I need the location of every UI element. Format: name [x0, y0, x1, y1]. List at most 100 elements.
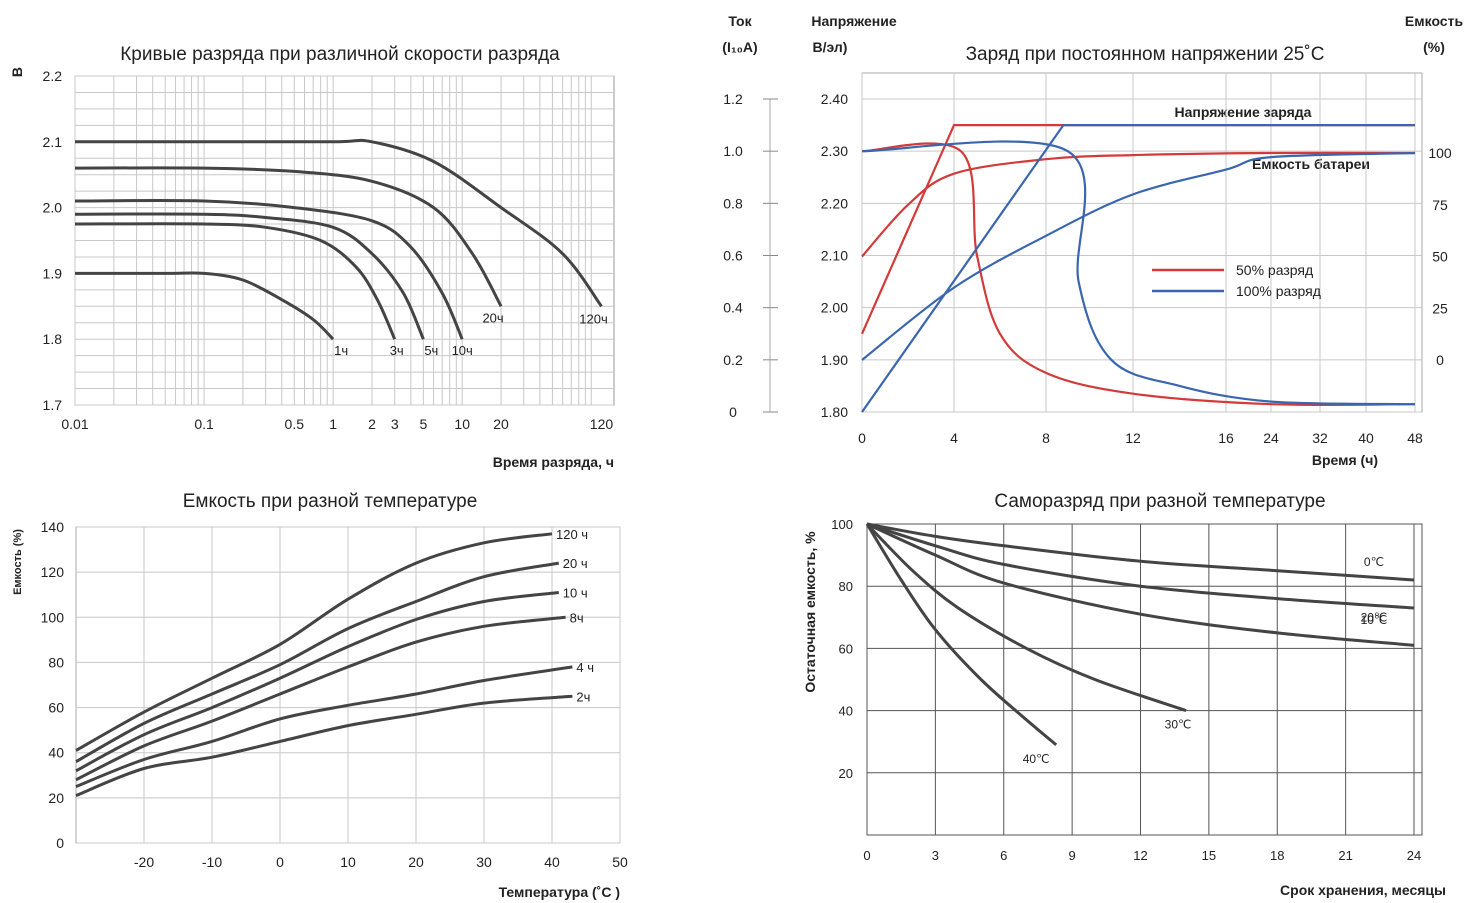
current-tick-label: 1.2 [723, 91, 743, 107]
selfdischarge-curve-label: 10℃ [1361, 613, 1388, 627]
capacity-axis-header: Емкость [1405, 13, 1464, 29]
discharge-x-tick-label: 3 [391, 416, 399, 432]
temperature-y-tick-label: 100 [41, 609, 65, 625]
current-tick-label: 0.8 [723, 195, 743, 211]
discharge-x-tick-label: 0.1 [194, 416, 214, 432]
selfdischarge-y-tick-label: 60 [839, 641, 853, 656]
temperature-x-axis-label: Температура (˚С ) [499, 884, 620, 900]
current-tick-label: 0.4 [723, 300, 743, 316]
current-tick-label: 1.0 [723, 143, 743, 159]
discharge-curve [74, 212, 425, 340]
charge-curve-current [861, 140, 1416, 406]
temperature-curve-label: 2ч [576, 689, 590, 704]
selfdischarge-curve [865, 523, 1058, 746]
temperature-x-tick-label: 20 [408, 854, 424, 870]
temperature-x-tick-label: 10 [340, 854, 356, 870]
selfdischarge-chart-title: Саморазряд при разной температуре [994, 491, 1325, 512]
charge-x-tick-label: 0 [858, 430, 866, 446]
temperature-y-tick-label: 80 [48, 654, 64, 670]
charge-x-tick-label: 48 [1407, 430, 1423, 446]
selfdischarge-curve [866, 522, 1415, 582]
charge-curve-capacity [861, 151, 1416, 361]
discharge-curve [75, 138, 603, 308]
discharge-x-tick-label: 120 [590, 416, 614, 432]
capacity-tick-label: 100 [1428, 145, 1452, 161]
charge-x-tick-label: 4 [950, 430, 958, 446]
legend-label-100: 100% разряд [1236, 283, 1321, 299]
discharge-x-axis-label: Время разряда, ч [493, 454, 614, 470]
temperature-x-tick-label: 50 [612, 854, 628, 870]
current-tick-label: 0.6 [723, 248, 743, 264]
discharge-x-tick-label: 5 [419, 416, 427, 432]
temperature-x-tick-label: 0 [276, 854, 284, 870]
selfdischarge-curve-label: 20℃ [1361, 610, 1388, 624]
discharge-x-tick-label: 0.5 [285, 416, 305, 432]
discharge-y-tick-label: 1.8 [43, 331, 63, 347]
charge-voltage-annotation: Напряжение заряда [1175, 104, 1312, 120]
charge-x-tick-label: 16 [1218, 430, 1234, 446]
temperature-y-tick-label: 0 [56, 835, 64, 851]
voltage-tick-label: 2.20 [821, 195, 848, 211]
selfdischarge-curve-label: 0℃ [1364, 555, 1384, 569]
temperature-y-tick-label: 40 [48, 745, 64, 761]
charge-chart: Заряд при постоянном напряжении 25˚С Ток… [722, 13, 1463, 468]
discharge-curve-label: 1ч [334, 343, 348, 358]
charge-x-tick-label: 40 [1358, 430, 1374, 446]
selfdischarge-x-tick-label: 24 [1407, 848, 1421, 863]
discharge-chart: Кривые разряда при различной скорости ра… [9, 44, 615, 470]
voltage-axis-unit: В/эл) [813, 39, 848, 55]
temperature-curve [75, 694, 573, 797]
charge-curve-voltage [861, 124, 1415, 413]
charge-curve-capacity [861, 151, 1416, 258]
selfdischarge-curve-label: 30℃ [1165, 718, 1192, 732]
selfdischarge-x-tick-label: 18 [1270, 848, 1284, 863]
selfdischarge-y-tick-label: 40 [839, 704, 853, 719]
discharge-y-axis-label: В [9, 67, 25, 77]
charge-x-tick-label: 8 [1042, 430, 1050, 446]
discharge-curve-label: 120ч [579, 311, 607, 326]
discharge-y-tick-label: 2.1 [43, 134, 63, 150]
battery-capacity-annotation: Емкость батареи [1252, 156, 1370, 172]
temperature-y-tick-label: 140 [41, 519, 65, 535]
selfdischarge-y-tick-label: 80 [839, 579, 853, 594]
temperature-chart: Емкость при разной температуре Емкость (… [12, 491, 628, 900]
temperature-curve-label: 120 ч [556, 527, 588, 542]
capacity-tick-label: 75 [1432, 197, 1448, 213]
discharge-x-tick-label: 2 [368, 416, 376, 432]
selfdischarge-x-axis-label: Срок хранения, месяцы [1280, 882, 1446, 898]
discharge-curve-label: 20ч [482, 310, 503, 325]
selfdischarge-chart: Саморазряд при разной температуре Остато… [802, 491, 1446, 898]
discharge-curve-label: 3ч [390, 343, 404, 358]
voltage-tick-label: 1.90 [821, 352, 848, 368]
current-tick-label: 0.2 [723, 352, 743, 368]
voltage-tick-label: 2.10 [821, 248, 848, 264]
temperature-x-tick-label: -10 [202, 854, 222, 870]
selfdischarge-x-tick-label: 9 [1069, 848, 1076, 863]
capacity-tick-label: 25 [1432, 300, 1448, 316]
temperature-chart-title: Емкость при разной температуре [183, 491, 478, 512]
capacity-tick-label: 50 [1432, 249, 1448, 265]
selfdischarge-x-tick-label: 21 [1338, 848, 1352, 863]
temperature-curve [75, 615, 566, 782]
discharge-curve [74, 199, 464, 340]
charge-chart-title: Заряд при постоянном напряжении 25˚С [966, 44, 1325, 65]
temperature-y-axis-label: Емкость (%) [12, 529, 24, 595]
selfdischarge-x-tick-label: 15 [1202, 848, 1216, 863]
discharge-curve [74, 166, 503, 308]
charge-x-tick-label: 12 [1125, 430, 1141, 446]
discharge-x-tick-label: 10 [454, 416, 470, 432]
charge-legend: 50% разряд 100% разряд [1152, 262, 1321, 299]
temperature-y-tick-label: 120 [41, 564, 65, 580]
selfdischarge-x-tick-label: 6 [1000, 848, 1007, 863]
selfdischarge-y-axis-label: Остаточная емкость, % [802, 531, 818, 693]
temperature-curve-label: 20 ч [563, 556, 588, 571]
discharge-y-tick-label: 2.0 [43, 200, 63, 216]
discharge-curve [74, 222, 397, 340]
selfdischarge-y-tick-label: 100 [831, 517, 853, 532]
voltage-tick-label: 2.40 [821, 91, 848, 107]
current-axis-unit: (I₁₀A) [722, 39, 757, 55]
charge-x-tick-label: 24 [1263, 430, 1279, 446]
temperature-y-tick-label: 20 [48, 790, 64, 806]
selfdischarge-x-tick-label: 3 [932, 848, 939, 863]
